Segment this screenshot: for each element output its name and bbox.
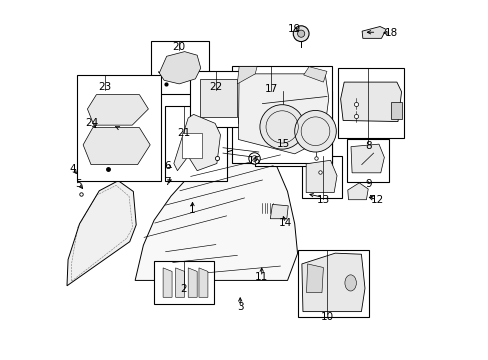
Text: 17: 17 (264, 84, 278, 94)
Bar (297, 249, 368, 317)
Text: 16: 16 (247, 156, 261, 166)
Polygon shape (270, 204, 287, 219)
Polygon shape (301, 253, 364, 312)
Polygon shape (175, 268, 184, 297)
Text: 12: 12 (370, 195, 383, 205)
Polygon shape (174, 114, 220, 171)
Polygon shape (306, 264, 323, 293)
Text: 13: 13 (316, 195, 329, 205)
Text: 22: 22 (209, 82, 222, 93)
Text: 3: 3 (236, 302, 243, 312)
Polygon shape (163, 268, 172, 297)
Polygon shape (199, 268, 207, 297)
Bar (346, 139, 388, 182)
Text: 4: 4 (70, 164, 76, 174)
Text: 15: 15 (276, 139, 289, 149)
Circle shape (260, 105, 304, 149)
Text: 9: 9 (364, 179, 371, 189)
Text: 7: 7 (164, 177, 170, 187)
Polygon shape (87, 95, 148, 125)
Bar (154, 261, 214, 304)
Polygon shape (83, 128, 150, 165)
Polygon shape (237, 67, 257, 84)
Polygon shape (67, 181, 136, 286)
Bar (77, 75, 161, 181)
Polygon shape (303, 67, 326, 82)
Polygon shape (347, 183, 367, 200)
Text: 24: 24 (85, 118, 99, 128)
Polygon shape (390, 102, 401, 119)
Text: 23: 23 (99, 82, 112, 93)
Text: 18: 18 (384, 28, 397, 38)
Bar (255, 91, 332, 166)
Polygon shape (188, 268, 197, 297)
Text: 1: 1 (189, 206, 195, 216)
Text: 11: 11 (255, 272, 268, 282)
Polygon shape (158, 51, 201, 84)
Text: 19: 19 (287, 24, 300, 35)
Circle shape (297, 30, 304, 37)
Text: 8: 8 (364, 141, 371, 151)
Bar (301, 156, 341, 198)
Text: 10: 10 (320, 312, 333, 322)
Bar (164, 106, 226, 181)
Polygon shape (135, 148, 297, 280)
Polygon shape (340, 82, 401, 122)
Polygon shape (350, 144, 384, 173)
Bar (182, 134, 202, 158)
Bar (150, 41, 208, 94)
Text: 20: 20 (172, 42, 184, 52)
Text: 5: 5 (75, 179, 82, 189)
Circle shape (248, 153, 260, 164)
Bar (337, 68, 403, 138)
Circle shape (294, 111, 336, 152)
Text: 21: 21 (177, 129, 190, 138)
Polygon shape (238, 74, 328, 154)
Circle shape (251, 156, 257, 161)
Text: 6: 6 (164, 161, 170, 171)
Bar (231, 66, 332, 163)
Polygon shape (305, 160, 336, 193)
Ellipse shape (344, 275, 356, 291)
Bar (200, 78, 236, 117)
Text: 14: 14 (278, 218, 291, 228)
Polygon shape (362, 27, 386, 39)
Circle shape (293, 26, 308, 41)
Text: 2: 2 (180, 284, 186, 294)
Bar (190, 71, 246, 127)
